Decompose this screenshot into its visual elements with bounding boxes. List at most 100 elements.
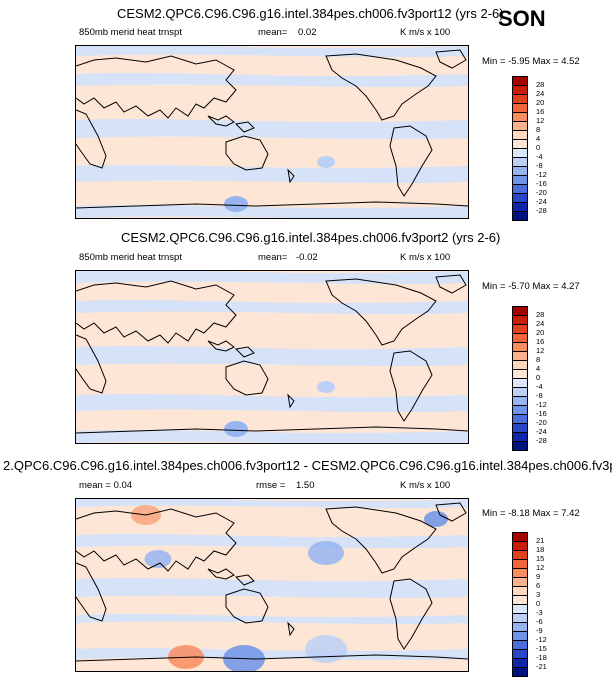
coastline (325, 53, 437, 121)
colorbar-swatch (512, 211, 528, 221)
colorbar-tick-label: -6 (536, 617, 543, 626)
coastline (76, 508, 237, 572)
colorbar-tick-label: -3 (536, 608, 543, 617)
min-value: -5.95 (508, 56, 530, 67)
min-max-readout: Min = -5.70 Max = 4.27 (482, 281, 580, 292)
min-label: Min = (482, 56, 506, 67)
coastline (234, 574, 255, 586)
colorbar-tick-label: 0 (536, 143, 541, 152)
colorbar-tick-label: -8 (536, 391, 543, 400)
max-label: Max = (532, 281, 559, 292)
variable-label: 850mb merid heat trnspt (79, 27, 182, 38)
variable-label: 850mb merid heat trnspt (79, 252, 182, 263)
coastline (225, 135, 269, 171)
colorbar-tick-label: -12 (536, 635, 547, 644)
map-svg (76, 46, 468, 218)
colorbar-tick-label: 21 (536, 536, 545, 545)
coastline (76, 426, 468, 434)
min-value: -5.70 (508, 281, 530, 292)
rmse-value: 1.50 (296, 480, 315, 491)
colorbar-tick-label: -12 (536, 400, 547, 409)
colorbar-swatch (512, 667, 528, 677)
coastline (76, 55, 237, 119)
colorbar-tick-label: 8 (536, 125, 541, 134)
map-svg (76, 271, 468, 443)
map-svg (76, 499, 468, 671)
colorbar-tick-label: -9 (536, 626, 543, 635)
map-panel-1 (75, 45, 469, 219)
coastline (287, 393, 295, 409)
coastline (389, 578, 433, 650)
colorbar-tick-label: -15 (536, 644, 547, 653)
map-panel-3 (75, 498, 469, 672)
colorbar-tick-label: -4 (536, 152, 543, 161)
coastline (207, 340, 235, 352)
colorbar-tick-label: 20 (536, 98, 545, 107)
coastline (435, 502, 467, 522)
colorbar-tick-label: 9 (536, 572, 541, 581)
max-value: 4.27 (561, 281, 580, 292)
colorbar-tick-label: -8 (536, 161, 543, 170)
coastline (207, 115, 235, 127)
units-label: K m/s x 100 (400, 480, 451, 491)
colorbar-tick-label: 28 (536, 310, 545, 319)
max-value: 4.52 (561, 56, 580, 67)
min-max-readout: Min = -5.95 Max = 4.52 (482, 56, 580, 67)
coastline (234, 346, 255, 358)
map-panel-2 (75, 270, 469, 444)
colorbar-tick-label: 4 (536, 364, 541, 373)
colorbar-tick-label: -16 (536, 409, 547, 418)
min-label: Min = (482, 508, 506, 519)
colorbar-tick-label: 8 (536, 355, 541, 364)
colorbar-tick-label: 4 (536, 134, 541, 143)
coastline (287, 168, 295, 184)
mean-stat: mean = 0.04 (79, 480, 133, 491)
units-label: K m/s x 100 (400, 27, 451, 38)
units-label: K m/s x 100 (400, 252, 451, 263)
colorbar-tick-label: -24 (536, 197, 547, 206)
colorbar-tick-label: -28 (536, 206, 547, 215)
colorbar-tick-label: -18 (536, 653, 547, 662)
coastline (207, 568, 235, 580)
panel-title: CESM2.QPC6.C96.C96.g16.intel.384pes.ch00… (121, 230, 501, 245)
min-label: Min = (482, 281, 506, 292)
mean-value: -0.02 (296, 252, 318, 263)
coastline (325, 506, 437, 574)
coastline (325, 278, 437, 346)
colorbar-tick-label: 6 (536, 581, 541, 590)
colorbar-tick-label: 20 (536, 328, 545, 337)
coastline (76, 654, 468, 662)
season-label: SON (498, 6, 546, 31)
colorbar-tick-label: 24 (536, 319, 545, 328)
coastline (76, 562, 107, 622)
colorbar-tick-label: 24 (536, 89, 545, 98)
colorbar-tick-label: 12 (536, 116, 545, 125)
colorbar-tick-label: 12 (536, 563, 545, 572)
max-value: 7.42 (561, 508, 580, 519)
colorbar-swatch (512, 441, 528, 451)
mean-label: mean= (258, 27, 288, 38)
colorbar-tick-label: 16 (536, 337, 545, 346)
coastline (76, 280, 237, 344)
coastline (76, 109, 107, 169)
colorbar-tick-label: 3 (536, 590, 541, 599)
colorbar-tick-label: -20 (536, 418, 547, 427)
mean-value: 0.02 (298, 27, 317, 38)
rmse-label: rmse = (256, 480, 286, 491)
colorbar-tick-label: 12 (536, 346, 545, 355)
min-value: -8.18 (508, 508, 530, 519)
colorbar-tick-label: -21 (536, 662, 547, 671)
coastline (435, 274, 467, 294)
max-label: Max = (532, 56, 559, 67)
colorbar-tick-label: -28 (536, 436, 547, 445)
colorbar-tick-label: 18 (536, 545, 545, 554)
panel-title: 2.QPC6.C96.C96.g16.intel.384pes.ch006.fv… (3, 458, 612, 473)
coastline (234, 121, 255, 133)
panel-title: CESM2.QPC6.C96.C96.g16.intel.384pes.ch00… (117, 6, 504, 21)
coastline (287, 621, 295, 637)
colorbar-tick-label: 16 (536, 107, 545, 116)
colorbar-tick-label: 15 (536, 554, 545, 563)
colorbar-tick-label: 0 (536, 373, 541, 382)
mean-label: mean= (258, 252, 288, 263)
colorbar-tick-label: -20 (536, 188, 547, 197)
